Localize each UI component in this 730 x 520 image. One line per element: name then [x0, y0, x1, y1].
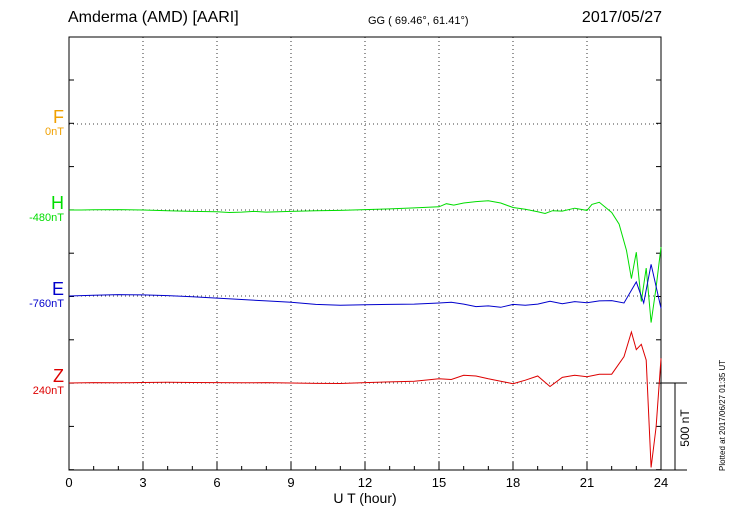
- component-offset: -760nT: [29, 298, 64, 310]
- series-line-h: [69, 200, 662, 323]
- plot-date: 2017/05/27: [581, 9, 662, 26]
- x-tick-label: 15: [432, 475, 446, 490]
- x-tick-label: 3: [139, 475, 146, 490]
- axis-ticks: 0 3 6 9 12 15 18 21 24: [65, 79, 668, 490]
- series-line-e: [68, 264, 662, 309]
- x-tick-label: 0: [65, 475, 72, 490]
- x-tick-label: 21: [580, 475, 594, 490]
- grid: [68, 36, 662, 471]
- station-title: Amderma (AMD) [AARI]: [68, 9, 239, 26]
- component-name: E: [51, 279, 64, 299]
- component-name: Z: [53, 366, 64, 386]
- component-offset: 240nT: [32, 385, 64, 397]
- component-label-z: Z 240nT: [4, 367, 64, 398]
- component-offset: -480nT: [29, 212, 64, 224]
- x-tick-label: 9: [287, 475, 294, 490]
- x-tick-label: 24: [654, 475, 668, 490]
- component-label-h: H -480nT: [4, 194, 64, 225]
- scale-bar-label: 500 nT: [678, 409, 692, 447]
- x-tick-label: 18: [506, 475, 520, 490]
- component-name: F: [53, 107, 64, 127]
- x-tick-label: 12: [358, 475, 372, 490]
- series-line-z: [68, 330, 662, 468]
- component-label-e: E -760nT: [4, 280, 64, 311]
- plotted-at-note: Plotted at 2017/06/27 01:35 UT: [718, 359, 727, 471]
- component-label-f: F 0nT: [4, 108, 64, 139]
- x-axis-label: U T (hour): [333, 490, 396, 506]
- scale-bar: [661, 382, 687, 471]
- x-tick-label: 6: [213, 475, 220, 490]
- series-lines: [68, 200, 662, 468]
- component-name: H: [51, 193, 64, 213]
- component-offset: 0nT: [45, 126, 64, 138]
- geographic-coordinates: GG ( 69.46°, 61.41°): [368, 15, 469, 27]
